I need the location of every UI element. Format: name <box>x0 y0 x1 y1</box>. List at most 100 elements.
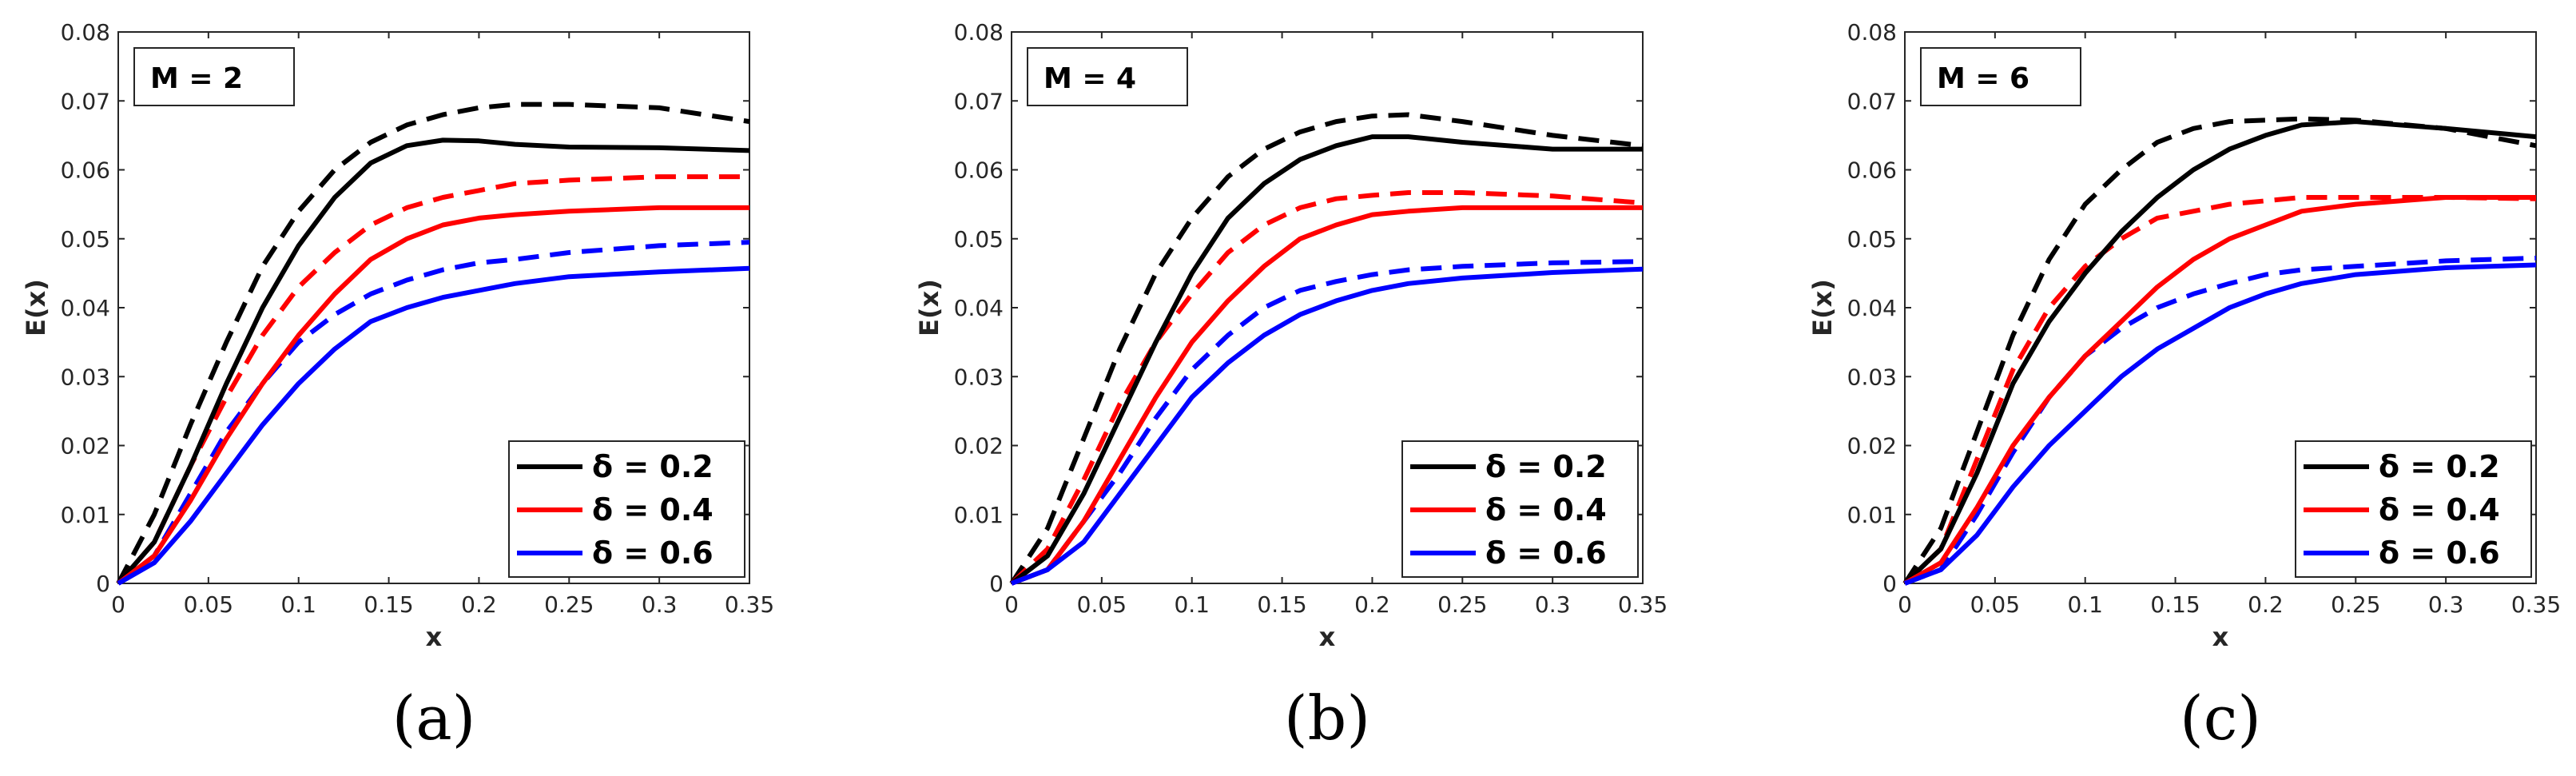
legend: δ = 0.2 δ = 0.4 δ = 0.6 <box>2295 440 2532 578</box>
x-tick-label: 0.3 <box>1535 591 1571 618</box>
x-tick-label: 0.35 <box>2511 591 2561 618</box>
panel-caption: (b) <box>1284 682 1370 754</box>
annotation-border <box>1027 47 1188 106</box>
y-tick-label: 0.01 <box>1847 502 1897 528</box>
annotation-text: M = 6 <box>1937 62 2029 95</box>
y-tick-label: 0.03 <box>61 364 110 390</box>
legend-label-1: δ = 0.2 <box>1485 449 1607 484</box>
y-tick-label: 0 <box>989 571 1004 597</box>
x-tick-label: 0.2 <box>2248 591 2284 618</box>
series-line-solid-0 <box>1902 119 2537 586</box>
y-tick-label: 0.03 <box>954 364 1004 390</box>
y-tick-label: 0.02 <box>61 433 110 460</box>
y-tick-label: 0.06 <box>61 157 110 184</box>
x-tick-label: 0.05 <box>1077 591 1127 618</box>
y-tick-label: 0 <box>96 571 110 597</box>
chart-panel-1: 0 0.05 0.1 0.15 0.2 0.25 0.3 0.35 0 0.01 0.02 0.03 0… <box>21 19 774 754</box>
legend-label-1: δ = 0.2 <box>592 449 714 484</box>
x-tick-label: 0.25 <box>1437 591 1487 618</box>
legend: δ = 0.2 δ = 0.4 δ = 0.6 <box>508 440 745 578</box>
series-line-dashed-1 <box>1902 116 2537 585</box>
annotation-box: M = 6 <box>1920 47 2081 106</box>
y-tick-label: 0 <box>1882 571 1897 597</box>
legend-label-3: δ = 0.6 <box>2379 535 2500 571</box>
x-tick-label: 0.3 <box>2428 591 2464 618</box>
series-line-solid-2 <box>1010 205 1643 586</box>
x-axis-label: x <box>426 622 443 652</box>
annotation-text: M = 2 <box>150 62 243 95</box>
y-tick-label: 0.05 <box>61 226 110 253</box>
x-tick-label: 0.05 <box>184 591 233 618</box>
legend-label-2: δ = 0.4 <box>1485 492 1607 527</box>
legend-label-2: δ = 0.4 <box>592 492 714 527</box>
x-axis-label: x <box>1319 622 1336 652</box>
x-tick-label: 0.15 <box>364 591 413 618</box>
y-tick-label: 0.06 <box>954 157 1004 184</box>
y-tick-label: 0.04 <box>61 295 110 321</box>
x-tick-label: 0 <box>1898 591 1912 618</box>
annotation-border <box>1920 47 2081 106</box>
series-line-solid-0 <box>1010 134 1643 586</box>
series-line-dashed-5 <box>117 240 750 586</box>
legend-label-3: δ = 0.6 <box>592 535 714 571</box>
x-tick-label: 0.2 <box>1354 591 1390 618</box>
chart-panel-2: 0 0.05 0.1 0.15 0.2 0.25 0.3 0.35 0 0.01 0.02 0.03 0… <box>914 19 1668 754</box>
y-tick-label: 0.07 <box>61 88 110 114</box>
x-tick-label: 0.25 <box>544 591 594 618</box>
x-tick-label: 0.15 <box>2150 591 2200 618</box>
series-line-solid-0 <box>116 137 750 585</box>
legend-label-3: δ = 0.6 <box>1485 535 1607 571</box>
y-tick-label: 0.04 <box>954 295 1004 321</box>
chart-panel-3: 0 0.05 0.1 0.15 0.2 0.25 0.3 0.35 0 0.01 0.02 0.03 0… <box>1807 19 2561 754</box>
x-tick-label: 0.35 <box>1618 591 1668 618</box>
x-tick-label: 0.3 <box>642 591 678 618</box>
annotation-text: M = 4 <box>1044 62 1136 95</box>
x-tick-label: 0.1 <box>2067 591 2103 618</box>
y-tick-label: 0.06 <box>1847 157 1897 184</box>
x-tick-label: 0.1 <box>1174 591 1210 618</box>
x-tick-label: 0.15 <box>1257 591 1306 618</box>
y-tick-label: 0.04 <box>1847 295 1897 321</box>
series-line-solid-4 <box>1903 262 2537 586</box>
series-line-solid-4 <box>1010 266 1644 586</box>
series-line-dashed-1 <box>1009 112 1644 585</box>
y-axis-label: E(x) <box>1807 279 1838 336</box>
legend-label-2: δ = 0.4 <box>2379 492 2500 527</box>
y-tick-label: 0.01 <box>61 502 110 528</box>
y-tick-label: 0.05 <box>954 226 1004 253</box>
series-line-solid-4 <box>117 265 750 586</box>
x-tick-label: 0.05 <box>1970 591 2020 618</box>
annotation-box: M = 2 <box>133 47 295 106</box>
annotation-box: M = 4 <box>1027 47 1188 106</box>
y-tick-label: 0.02 <box>1847 433 1897 460</box>
y-tick-label: 0.03 <box>1847 364 1897 390</box>
series-line-solid-2 <box>1903 195 2536 586</box>
legend-label-1: δ = 0.2 <box>2379 449 2500 484</box>
y-tick-label: 0.08 <box>61 19 110 46</box>
series-line-dashed-5 <box>1903 255 2537 586</box>
y-tick-label: 0.07 <box>954 88 1004 114</box>
x-tick-label: 0 <box>1004 591 1019 618</box>
y-axis-label: E(x) <box>914 279 944 336</box>
x-tick-label: 0.2 <box>461 591 497 618</box>
y-axis-label: E(x) <box>21 279 51 336</box>
x-tick-label: 0.25 <box>2331 591 2380 618</box>
panel-caption: (a) <box>392 682 476 754</box>
series-line-dashed-3 <box>1902 195 2537 586</box>
series-line-dashed-1 <box>116 101 750 585</box>
x-tick-label: 0 <box>111 591 125 618</box>
y-tick-label: 0.07 <box>1847 88 1897 114</box>
y-tick-label: 0.08 <box>954 19 1004 46</box>
x-tick-label: 0.35 <box>725 591 774 618</box>
panel-caption: (c) <box>2180 682 2261 754</box>
y-tick-label: 0.08 <box>1847 19 1897 46</box>
y-tick-label: 0.02 <box>954 433 1004 460</box>
x-axis-label: x <box>2212 622 2229 652</box>
series-line-solid-2 <box>117 205 749 586</box>
x-tick-label: 0.1 <box>280 591 316 618</box>
legend: δ = 0.2 δ = 0.4 δ = 0.6 <box>1401 440 1639 578</box>
y-tick-label: 0.05 <box>1847 226 1897 253</box>
annotation-border <box>133 47 295 106</box>
y-tick-label: 0.01 <box>954 502 1004 528</box>
